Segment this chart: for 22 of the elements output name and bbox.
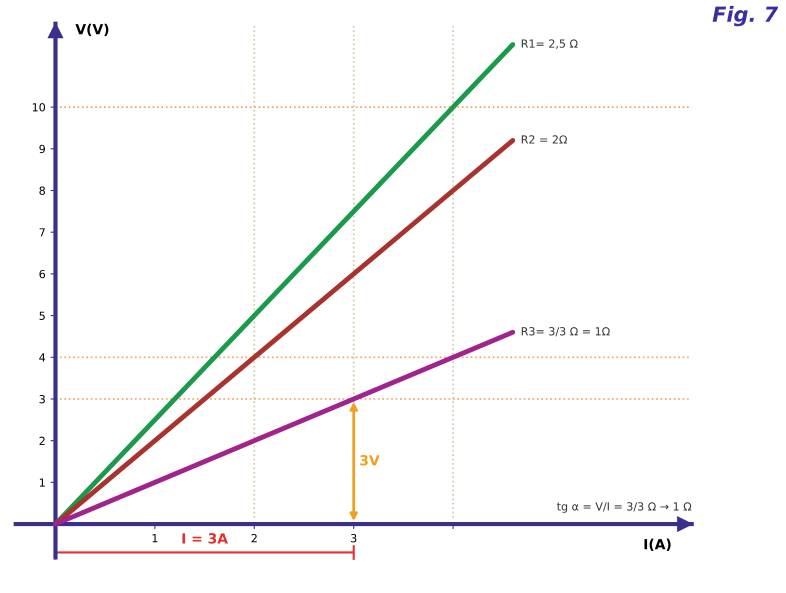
text: Fig. 7 — [712, 6, 778, 26]
annotation: tg α = V/I = 3/3 Ω → 1 Ω — [556, 502, 692, 513]
y-tick-label: 1 — [40, 478, 45, 487]
annotation: I = 3A — [182, 533, 228, 544]
y-tick-label: 2 — [40, 436, 45, 445]
y-axis-title: V(V) — [75, 24, 108, 36]
x-tick-label: 2 — [252, 534, 257, 542]
series-label: R1= 2,5 Ω — [522, 39, 578, 49]
y-tick-label: 9 — [39, 144, 45, 154]
annotation: 3V — [360, 455, 380, 466]
y-tick-label: 3 — [40, 394, 45, 404]
y-tick-label: 7 — [40, 228, 45, 236]
y-tick-label: 6 — [39, 270, 46, 278]
y-tick-label: 5 — [40, 312, 45, 320]
series-label: R2 = 2Ω — [522, 135, 567, 144]
series-label: R3= 3/3 Ω = 1Ω — [522, 327, 610, 336]
y-tick-label: 4 — [39, 353, 46, 362]
x-tick-label: 3 — [351, 534, 356, 542]
y-tick-label: 10 — [32, 103, 46, 112]
x-tick-label: 1 — [152, 534, 158, 542]
y-tick-label: 8 — [39, 186, 45, 195]
x-axis-title: I(A) — [644, 538, 671, 552]
